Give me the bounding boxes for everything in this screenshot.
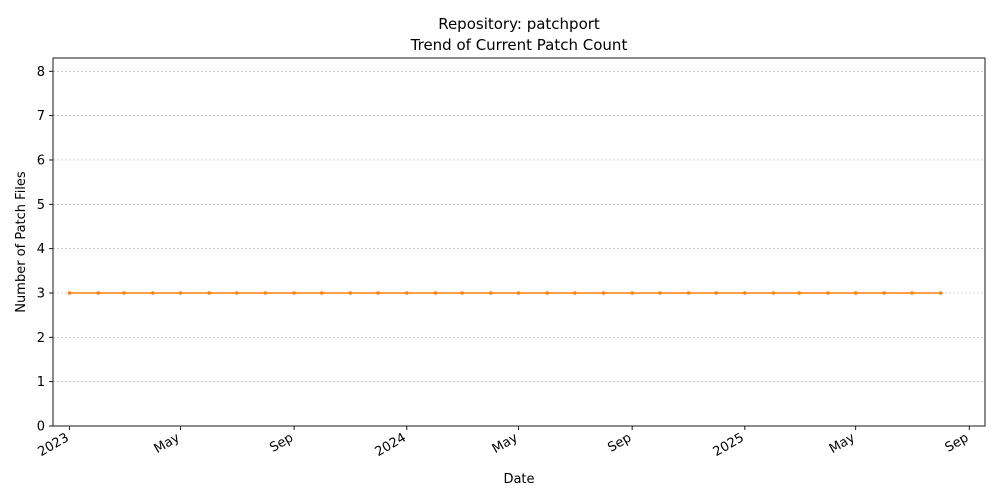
y-tick-label: 8 [37, 65, 45, 80]
data-point [460, 291, 465, 295]
data-point [938, 291, 943, 295]
data-point [292, 291, 296, 295]
y-tick-label: 7 [37, 109, 45, 124]
x-tick-label: May [490, 430, 521, 457]
x-axis-ticks: 2023 May Sep 2024 May Sep 2025 May Sep [35, 426, 971, 460]
data-point [853, 291, 858, 295]
y-tick-label: 1 [37, 375, 45, 390]
data-point [743, 291, 747, 295]
x-tick-label: Sep [267, 430, 296, 455]
data-point [797, 291, 802, 295]
x-tick-label: May [827, 430, 858, 457]
data-point [516, 291, 521, 295]
x-tick-label: Sep [605, 430, 634, 455]
y-tick-label: 3 [37, 286, 45, 301]
data-point [348, 291, 353, 295]
data-point [489, 291, 493, 295]
y-tick-label: 6 [37, 153, 45, 168]
data-point [545, 291, 549, 295]
data-point [178, 291, 183, 295]
data-point [263, 291, 268, 295]
x-tick-label: Sep [943, 430, 972, 455]
data-point [658, 291, 662, 295]
data-point [96, 291, 101, 295]
data-point [207, 291, 211, 295]
data-point [573, 291, 577, 295]
data-point [771, 291, 776, 295]
chart-subtitle: Trend of Current Patch Count [410, 36, 628, 54]
data-point [122, 291, 126, 295]
data-point [686, 291, 691, 295]
y-axis-ticks: 0 1 2 3 4 5 6 7 8 [37, 65, 53, 435]
x-tick-label: 2024 [373, 430, 409, 460]
y-tick-label: 0 [37, 420, 45, 435]
x-tick-label: 2025 [711, 430, 747, 460]
y-gridlines [53, 71, 985, 382]
y-tick-label: 2 [37, 331, 45, 346]
data-point [235, 291, 239, 295]
data-point [630, 291, 634, 295]
x-tick-label: May [152, 430, 183, 457]
data-point [882, 291, 887, 295]
data-point [67, 291, 72, 295]
y-axis-label: Number of Patch Files [14, 171, 29, 313]
data-point [433, 291, 438, 295]
data-point [376, 291, 380, 295]
y-tick-label: 5 [37, 198, 45, 213]
chart-title: Repository: patchport [438, 15, 600, 33]
data-point [151, 291, 155, 295]
data-point [405, 291, 409, 295]
data-point [601, 291, 606, 295]
plot-area-frame [52, 57, 986, 427]
y-tick-label: 4 [37, 242, 45, 257]
data-point [826, 291, 830, 295]
data-point [320, 291, 324, 295]
x-tick-label: 2023 [35, 430, 71, 460]
series-markers [67, 291, 943, 295]
x-axis-label: Date [503, 472, 534, 487]
data-point [910, 291, 914, 295]
data-point [714, 291, 718, 295]
